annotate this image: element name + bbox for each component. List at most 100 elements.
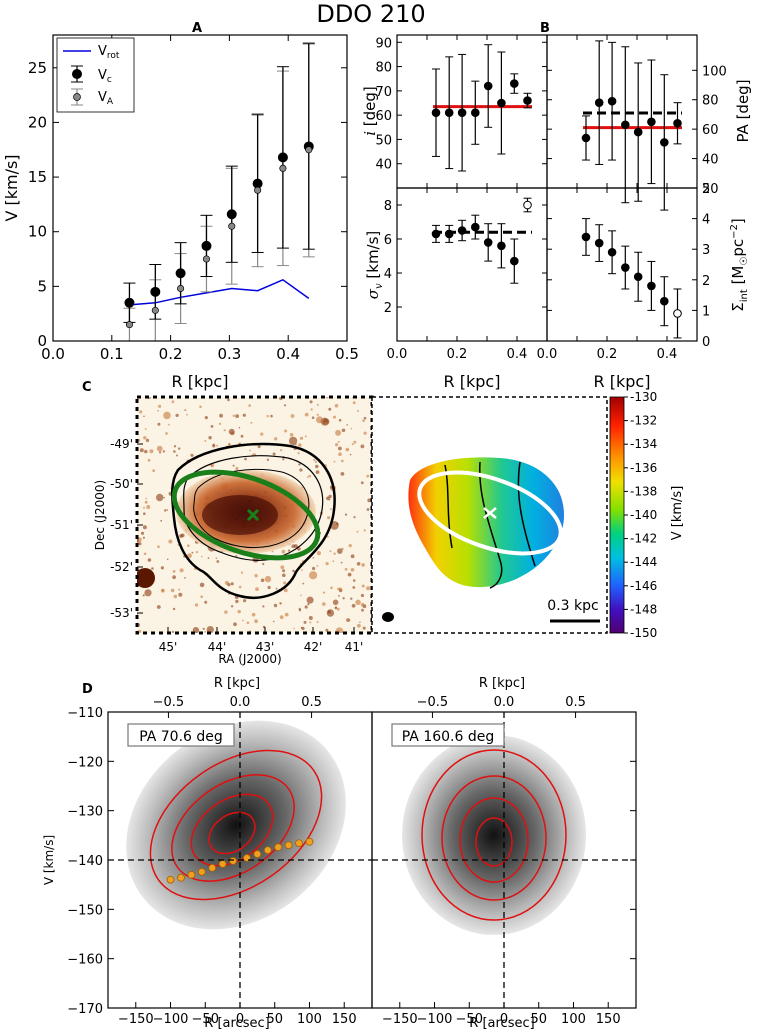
- speckle: [272, 452, 276, 456]
- speckle: [325, 397, 329, 399]
- speckle: [308, 474, 312, 478]
- speckle: [338, 446, 342, 451]
- speckle: [216, 444, 219, 447]
- speckle: [216, 560, 220, 563]
- speckle: [290, 414, 295, 418]
- speckle: [272, 620, 275, 623]
- speckle: [208, 436, 212, 440]
- speckle: [303, 620, 307, 624]
- y-tick-label: 80: [375, 61, 392, 76]
- legend-vc-marker: [72, 69, 82, 79]
- y-tick-label: 100: [702, 64, 727, 79]
- speckle: [356, 562, 361, 566]
- speckle: [232, 414, 235, 417]
- data-point: [594, 238, 604, 248]
- speckle: [204, 416, 208, 420]
- rotation-point: [253, 850, 262, 858]
- rotation-point: [274, 843, 283, 852]
- speckle: [180, 533, 185, 538]
- speckle: [142, 525, 147, 530]
- y-tick-label: 10: [28, 223, 47, 241]
- speckle: [266, 458, 270, 461]
- speckle: [335, 429, 342, 436]
- speckle: [316, 413, 319, 416]
- speckle: [282, 458, 285, 461]
- speckle: [297, 452, 300, 455]
- speckle: [346, 424, 349, 426]
- pv-minor-contour-2: [441, 775, 547, 901]
- speckle: [313, 458, 316, 462]
- speckle: [230, 605, 234, 608]
- speckle: [143, 506, 145, 509]
- data-point: [621, 120, 630, 130]
- hi-contour-inner: [193, 468, 310, 549]
- speckle: [172, 575, 177, 580]
- speckle: [227, 583, 231, 587]
- speckle: [282, 569, 286, 573]
- speckle: [156, 493, 164, 502]
- speckle: [191, 551, 194, 554]
- panel-a-xlabel: R [kpc]: [172, 372, 229, 391]
- rotation-point: [218, 860, 227, 868]
- data-point: [660, 138, 669, 147]
- panel-a-frame: [52, 34, 348, 342]
- speckle: [244, 457, 247, 461]
- speckle: [238, 426, 241, 429]
- speckle: [178, 592, 183, 597]
- speckle: [233, 622, 237, 627]
- speckle: [350, 554, 355, 559]
- speckle: [275, 587, 278, 590]
- speckle: [362, 419, 365, 423]
- speckle: [351, 443, 354, 446]
- y-tick-label: -49': [110, 437, 133, 451]
- speckle: [144, 449, 148, 454]
- pv-minor-contour-3: [459, 797, 529, 883]
- x-tick-label: 0.2: [447, 347, 468, 362]
- colorbar-tick-label: -132: [630, 414, 657, 428]
- speckle: [200, 555, 203, 558]
- speckle: [170, 588, 175, 593]
- speckle: [349, 453, 352, 456]
- speckle: [338, 595, 340, 597]
- speckle: [360, 444, 365, 449]
- speckle: [310, 408, 313, 411]
- speckle: [178, 588, 181, 591]
- panel-c-ylabel: Dec (J2000): [93, 480, 107, 550]
- speckle: [300, 594, 302, 597]
- speckle: [237, 609, 241, 614]
- y-tick-label: 25: [28, 59, 47, 77]
- speckle: [243, 599, 247, 603]
- rotation-point: [229, 857, 237, 865]
- va-point: [125, 321, 133, 329]
- speckle: [184, 577, 186, 579]
- y-tick-label: 40: [375, 158, 392, 173]
- speckle: [367, 498, 372, 503]
- vc-point: [277, 152, 288, 163]
- panel-d-ticks: −150 −100 −50 0 50 100 150−0.5 0.0 0.5−150 −100 −5…: [67, 695, 636, 1027]
- speckle: [163, 496, 165, 499]
- speckle: [352, 586, 356, 589]
- speckle: [327, 610, 331, 614]
- speckle: [345, 447, 350, 452]
- x-tick-label: −150: [382, 1012, 418, 1027]
- speckle: [315, 470, 320, 474]
- panel-c-maps: 0.3 kpc 45' 44' 43' 42' 41' -49' -50' -51' -52' -…: [93, 390, 685, 666]
- speckle: [210, 463, 215, 468]
- speckle: [363, 431, 367, 435]
- y-tick-label: -51': [110, 518, 133, 532]
- panel-b-ylabel-sigma: σv [km/s]: [364, 231, 385, 300]
- y-tick-label: 50: [375, 133, 392, 148]
- speckle: [283, 404, 287, 407]
- speckle: [309, 571, 318, 580]
- speckle: [330, 508, 333, 511]
- pv-major-contour-4: [208, 811, 256, 855]
- speckle: [162, 450, 166, 453]
- speckle: [300, 626, 303, 629]
- speckle: [238, 585, 242, 589]
- speckle: [232, 464, 235, 467]
- y-tick-label: 60: [702, 123, 719, 138]
- pv-major-label-box: [127, 723, 235, 747]
- y-tick-label: -50': [110, 477, 133, 491]
- speckle: [341, 428, 346, 433]
- pv-major-label: PA 70.6 deg: [139, 729, 223, 745]
